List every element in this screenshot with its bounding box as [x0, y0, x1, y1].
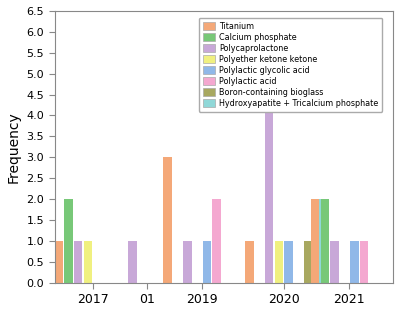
Bar	[212, 199, 221, 283]
Bar	[284, 241, 293, 283]
Bar	[128, 241, 137, 283]
Y-axis label: Frequency: Frequency	[7, 111, 21, 183]
Bar	[311, 199, 319, 283]
Bar	[330, 241, 339, 283]
Legend: Titanium, Calcium phosphate, Polycaprolactone, Polyether ketone ketone, Polylact: Titanium, Calcium phosphate, Polycaprola…	[199, 18, 382, 112]
Bar	[245, 241, 254, 283]
Bar	[265, 32, 274, 283]
Bar	[275, 241, 283, 283]
Bar	[64, 199, 73, 283]
Bar	[183, 241, 192, 283]
Bar	[54, 241, 63, 283]
Bar	[314, 199, 323, 283]
Bar	[163, 157, 172, 283]
Bar	[320, 199, 329, 283]
Bar	[203, 241, 211, 283]
Bar	[304, 241, 313, 283]
Bar	[350, 241, 359, 283]
Bar	[74, 241, 82, 283]
Bar	[360, 241, 368, 283]
Bar	[84, 241, 92, 283]
